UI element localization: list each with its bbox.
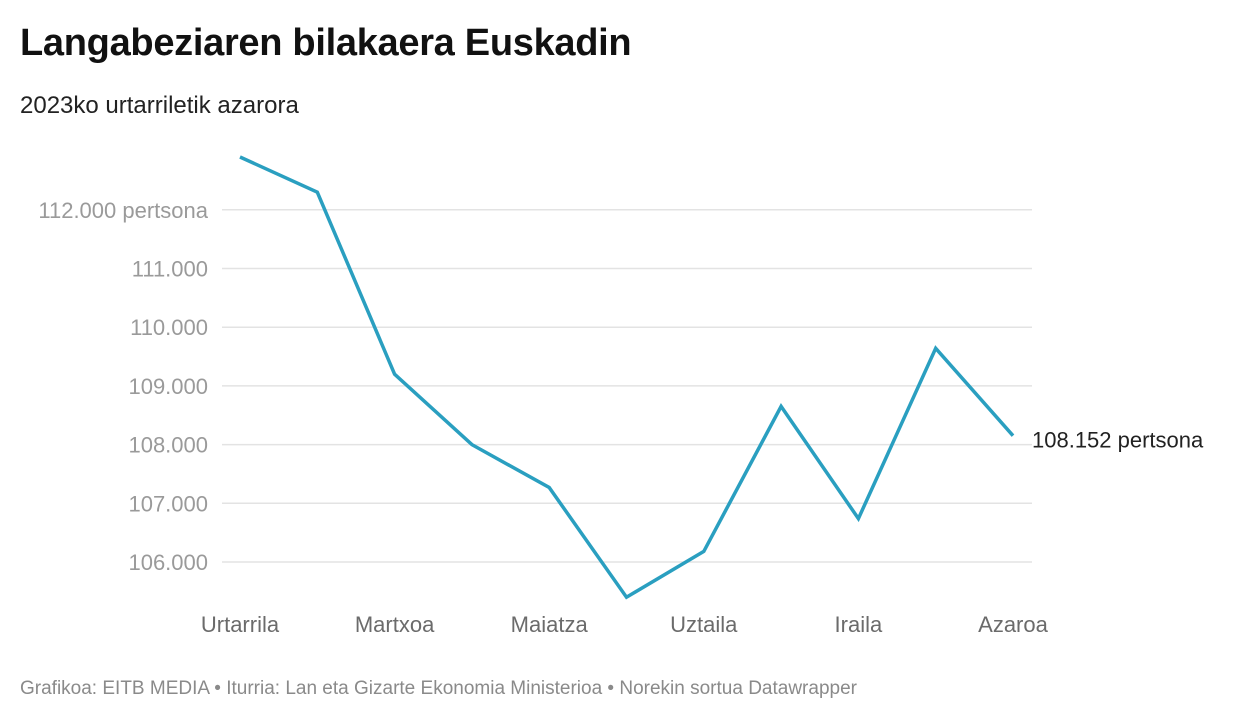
chart-footer: Grafikoa: EITB MEDIA • Iturria: Lan eta … [20, 678, 857, 699]
y-tick-label: 109.000 [128, 374, 208, 399]
x-tick-label: Iraila [835, 612, 883, 637]
series-layer [239, 155, 1015, 600]
y-axis-ticks: 106.000 107.000 108.000 109.000 110.000 111.0… [38, 198, 208, 575]
y-tick-label: 111.000 [132, 257, 208, 282]
chart-subtitle: 2023ko urtarriletik azarora [20, 92, 299, 119]
x-tick-label: Urtarrila [201, 612, 280, 637]
end-label-layer: 108.152 pertsona [1032, 428, 1204, 453]
y-tick-label: 110.000 [130, 315, 208, 340]
x-tick-label: Uztaila [670, 612, 738, 637]
y-tick-label: 112.000 pertsona [38, 198, 208, 223]
series-line [239, 155, 1015, 600]
end-value-label: 108.152 pertsona [1032, 428, 1204, 453]
y-tick-label: 106.000 [128, 550, 208, 575]
y-tick-label: 107.000 [128, 491, 208, 516]
line-chart: 106.000 107.000 108.000 109.000 110.000 111.0… [38, 155, 1204, 637]
grid-lines [222, 209, 1032, 563]
x-tick-label: Martxoa [355, 612, 435, 637]
x-axis-ticks: Urtarrila Martxoa Maiatza Uztaila Iraila Azar… [201, 612, 1049, 637]
chart-title: Langabeziaren bilakaera Euskadin [20, 22, 632, 64]
x-tick-label: Maiatza [511, 612, 589, 637]
y-tick-label: 108.000 [128, 433, 208, 458]
x-tick-label: Azaroa [978, 612, 1048, 637]
